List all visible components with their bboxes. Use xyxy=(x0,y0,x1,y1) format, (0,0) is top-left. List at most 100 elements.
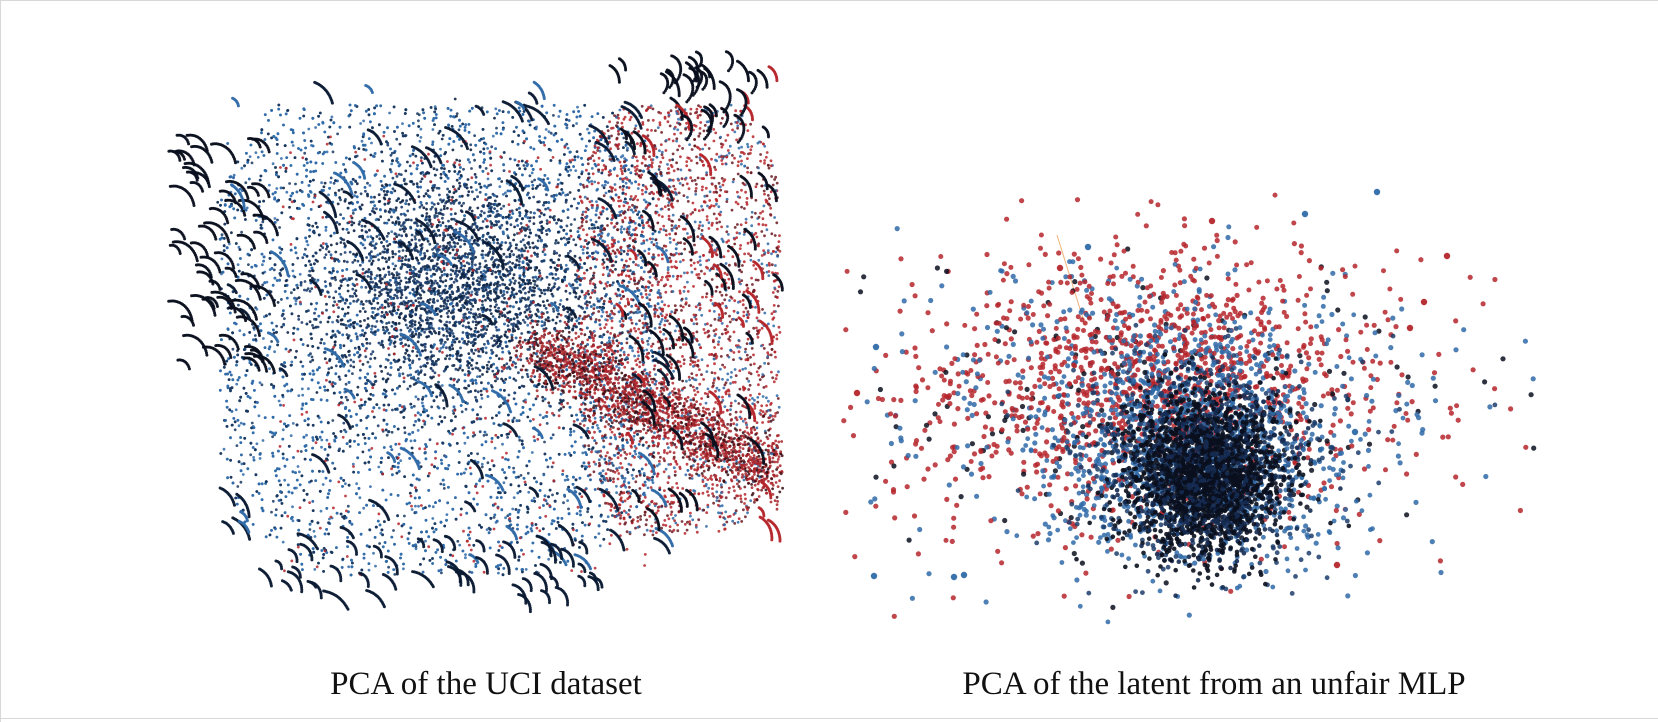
uci-pca-point xyxy=(584,144,588,148)
uci-pca-point xyxy=(291,519,295,523)
uci-pca-point xyxy=(484,513,488,517)
uci-pca-point xyxy=(380,150,384,154)
uci-pca-point xyxy=(535,480,538,484)
uci-pca-point xyxy=(550,465,554,469)
uci-pca-point xyxy=(502,290,506,293)
uci-pca-point xyxy=(558,109,562,113)
uci-pca-point xyxy=(417,125,421,128)
uci-pca-point xyxy=(266,132,270,136)
uci-pca-point xyxy=(249,453,253,457)
uci-pca-point xyxy=(426,268,429,272)
uci-pca-point xyxy=(658,462,661,466)
uci-pca-point xyxy=(640,467,644,471)
uci-pca-point xyxy=(589,478,592,482)
uci-pca-point xyxy=(229,175,233,179)
uci-pca-point xyxy=(522,164,526,167)
uci-pca-point xyxy=(626,471,630,474)
uci-pca-point xyxy=(282,309,285,312)
uci-pca-point xyxy=(393,425,396,428)
uci-pca-point xyxy=(367,562,371,565)
uci-pca-point xyxy=(602,306,605,310)
uci-pca-point xyxy=(470,167,473,170)
uci-pca-point xyxy=(468,160,472,164)
uci-pca-point xyxy=(439,154,443,158)
uci-pca-point xyxy=(229,436,232,440)
uci-pca-point xyxy=(348,445,352,448)
uci-pca-point xyxy=(232,207,236,211)
uci-pca-point xyxy=(361,329,364,332)
uci-pca-point xyxy=(341,449,345,453)
uci-pca-point xyxy=(593,488,597,491)
uci-pca-point xyxy=(499,423,503,427)
uci-pca-point xyxy=(549,131,553,135)
uci-pca-point xyxy=(314,221,318,225)
uci-pca-point xyxy=(328,186,331,190)
uci-pca-point xyxy=(602,356,605,360)
uci-pca-point xyxy=(233,428,237,432)
uci-pca-point xyxy=(421,161,424,165)
uci-pca-point xyxy=(581,521,584,524)
uci-pca-point xyxy=(454,517,458,521)
uci-pca-point xyxy=(512,317,516,321)
uci-pca-point xyxy=(371,311,375,314)
uci-pca-point xyxy=(424,192,428,196)
uci-pca-point xyxy=(330,115,334,119)
uci-pca-point xyxy=(256,155,260,159)
uci-pca-point xyxy=(632,468,635,472)
uci-pca-point xyxy=(569,168,573,172)
uci-pca-point xyxy=(356,433,360,437)
uci-pca-point xyxy=(517,134,520,137)
uci-pca-point xyxy=(468,356,472,360)
uci-pca-point xyxy=(297,394,301,397)
uci-pca-point xyxy=(286,109,290,112)
uci-pca-point xyxy=(308,190,312,193)
uci-pca-point xyxy=(538,315,541,319)
uci-pca-point xyxy=(461,549,465,553)
uci-pca-point xyxy=(381,159,384,163)
uci-pca-point xyxy=(424,539,427,543)
uci-pca-point xyxy=(235,382,239,386)
uci-pca-point xyxy=(297,147,300,150)
uci-pca-point xyxy=(436,548,439,552)
uci-pca-point xyxy=(242,462,246,465)
uci-pca-point xyxy=(517,263,521,267)
uci-pca-point xyxy=(300,474,304,478)
uci-pca-point xyxy=(580,137,584,141)
uci-pca-point xyxy=(372,504,375,507)
uci-pca-point xyxy=(389,445,393,448)
uci-pca-point xyxy=(431,359,434,363)
uci-pca-point xyxy=(498,185,502,189)
uci-pca-point xyxy=(311,345,315,348)
uci-pca-point xyxy=(319,420,323,424)
uci-pca-point xyxy=(283,511,287,514)
uci-pca-point xyxy=(443,524,447,528)
uci-pca-point xyxy=(252,456,255,459)
uci-pca-point xyxy=(383,388,386,392)
uci-pca-point xyxy=(333,467,337,470)
uci-pca-point xyxy=(646,302,649,306)
uci-pca-point xyxy=(369,120,372,124)
uci-pca-point xyxy=(339,198,342,202)
uci-pca-point xyxy=(262,296,266,300)
uci-pca-point xyxy=(428,504,431,508)
uci-pca-point xyxy=(403,514,406,518)
uci-pca-point xyxy=(325,399,329,402)
uci-pca-point xyxy=(286,483,290,487)
uci-pca-point xyxy=(244,181,248,185)
uci-pca-point xyxy=(552,307,555,311)
uci-pca-point xyxy=(575,319,579,323)
uci-pca-point xyxy=(249,441,253,445)
uci-pca-point xyxy=(517,450,521,453)
uci-pca-point xyxy=(311,439,315,442)
uci-pca-point xyxy=(627,508,631,512)
uci-pca-point xyxy=(415,167,419,171)
uci-pca-point xyxy=(367,137,371,140)
uci-pca-point xyxy=(348,521,352,524)
uci-pca-point xyxy=(590,515,593,519)
uci-pca-point xyxy=(559,392,563,396)
uci-pca-point xyxy=(447,485,450,489)
uci-pca-point xyxy=(473,433,477,437)
uci-pca-point xyxy=(416,133,420,137)
uci-pca-point xyxy=(533,476,536,480)
uci-pca-point xyxy=(362,133,366,137)
